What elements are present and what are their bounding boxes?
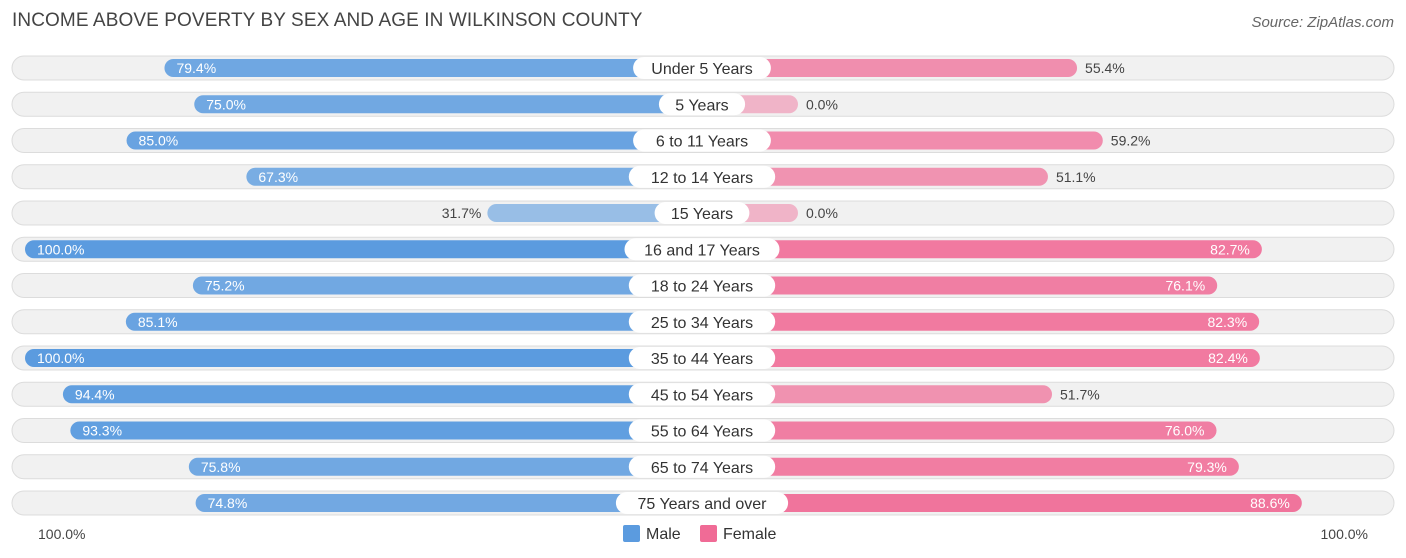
category-label: 16 and 17 Years xyxy=(644,242,760,259)
female-bar xyxy=(702,240,1262,259)
category-pill xyxy=(628,455,776,478)
male-value-label: 75.0% xyxy=(206,96,246,112)
legend-swatch-female xyxy=(700,525,717,542)
category-pill xyxy=(658,93,746,116)
category-label: 35 to 44 Years xyxy=(651,351,753,368)
male-bar xyxy=(70,421,702,440)
category-pill xyxy=(633,129,771,152)
male-value-label: 85.1% xyxy=(138,314,178,330)
female-value-label: 51.1% xyxy=(1056,169,1096,185)
category-label: 55 to 64 Years xyxy=(651,424,753,441)
female-bar xyxy=(702,385,1053,404)
legend-swatch-male xyxy=(623,525,640,542)
male-value-label: 100.0% xyxy=(37,350,84,366)
female-bar xyxy=(702,494,1302,512)
legend-label-male: Male xyxy=(646,526,681,543)
female-bar xyxy=(702,312,1260,331)
category-label: 25 to 34 Years xyxy=(651,315,753,332)
male-bar xyxy=(25,240,702,259)
female-value-label: 0.0% xyxy=(806,205,838,221)
female-bar xyxy=(702,167,1048,186)
female-bar xyxy=(702,131,1103,150)
category-label: 12 to 14 Years xyxy=(651,170,753,187)
female-bar xyxy=(702,59,1078,77)
male-bar xyxy=(164,59,702,77)
source-label: Source: ZipAtlas.com xyxy=(1251,14,1394,31)
category-pill xyxy=(633,57,771,79)
female-value-label: 55.4% xyxy=(1085,60,1125,76)
female-value-label: 76.1% xyxy=(1165,278,1205,294)
male-bar xyxy=(487,204,702,222)
category-pill xyxy=(654,202,750,224)
male-value-label: 79.4% xyxy=(176,60,216,76)
category-label: 18 to 24 Years xyxy=(651,279,753,296)
category-label: 6 to 11 Years xyxy=(656,134,748,151)
male-bar xyxy=(25,349,702,367)
legend-label-female: Female xyxy=(723,526,776,543)
female-bar xyxy=(702,349,1260,367)
female-bar xyxy=(702,276,1218,295)
category-label: 65 to 74 Years xyxy=(651,460,753,477)
male-value-label: 67.3% xyxy=(258,169,298,185)
female-value-label: 82.3% xyxy=(1207,314,1247,330)
category-pill xyxy=(628,383,776,406)
category-pill xyxy=(615,492,789,514)
category-pill xyxy=(628,165,776,188)
male-bar xyxy=(188,457,703,476)
male-value-label: 85.0% xyxy=(139,133,179,149)
male-value-label: 93.3% xyxy=(82,423,122,439)
category-pill xyxy=(628,274,776,297)
male-value-label: 31.7% xyxy=(442,205,482,221)
category-label: 5 Years xyxy=(675,97,728,114)
female-value-label: 59.2% xyxy=(1111,133,1151,149)
female-bar xyxy=(702,457,1239,476)
female-value-label: 51.7% xyxy=(1060,386,1100,402)
female-value-label: 82.7% xyxy=(1210,241,1250,257)
male-value-label: 100.0% xyxy=(37,241,84,257)
female-value-label: 79.3% xyxy=(1187,459,1227,475)
category-label: Under 5 Years xyxy=(651,61,752,78)
female-bar xyxy=(702,421,1217,440)
male-value-label: 75.2% xyxy=(205,278,245,294)
category-pill xyxy=(628,419,776,442)
axis-label-right: 100.0% xyxy=(1321,526,1368,542)
male-bar xyxy=(246,167,702,186)
category-label: 45 to 54 Years xyxy=(651,387,753,404)
male-value-label: 75.8% xyxy=(201,459,241,475)
female-value-label: 82.4% xyxy=(1208,350,1248,366)
category-pill xyxy=(628,347,776,369)
category-label: 75 Years and over xyxy=(638,496,768,513)
male-value-label: 74.8% xyxy=(208,495,248,511)
female-value-label: 88.6% xyxy=(1250,495,1290,511)
female-value-label: 76.0% xyxy=(1165,423,1205,439)
male-bar xyxy=(195,494,702,512)
male-bar xyxy=(125,312,703,331)
chart-title: INCOME ABOVE POVERTY BY SEX AND AGE IN W… xyxy=(12,10,643,31)
male-bar xyxy=(194,95,702,114)
male-bar xyxy=(192,276,702,295)
axis-label-left: 100.0% xyxy=(38,526,85,542)
male-value-label: 94.4% xyxy=(75,386,115,402)
male-bar xyxy=(62,385,703,404)
category-pill xyxy=(624,238,780,261)
category-pill xyxy=(628,310,776,333)
male-bar xyxy=(126,131,703,150)
female-value-label: 0.0% xyxy=(806,96,838,112)
category-label: 15 Years xyxy=(671,206,733,223)
